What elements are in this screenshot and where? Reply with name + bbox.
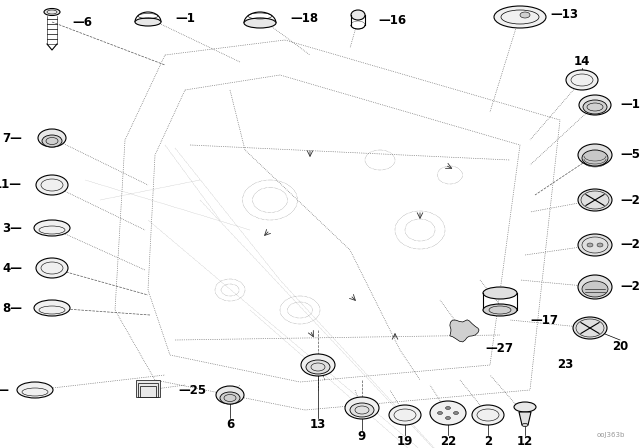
Text: 22: 22 (440, 435, 456, 448)
Text: 12: 12 (517, 435, 533, 448)
Ellipse shape (582, 150, 608, 166)
Text: —15: —15 (620, 99, 640, 112)
Ellipse shape (301, 354, 335, 376)
Ellipse shape (483, 304, 517, 316)
Ellipse shape (306, 360, 330, 374)
Text: —24: —24 (620, 280, 640, 293)
Ellipse shape (350, 403, 374, 417)
Text: 23: 23 (557, 358, 573, 371)
Text: —6: —6 (72, 16, 92, 29)
Ellipse shape (36, 175, 68, 195)
Text: 11—: 11— (0, 178, 22, 191)
Ellipse shape (220, 392, 240, 404)
Ellipse shape (494, 6, 546, 28)
Text: 19: 19 (397, 435, 413, 448)
Ellipse shape (351, 10, 365, 20)
Bar (140, 386, 156, 397)
Ellipse shape (36, 258, 68, 278)
Ellipse shape (582, 281, 608, 297)
Text: 6: 6 (226, 418, 234, 431)
Ellipse shape (514, 402, 536, 412)
Ellipse shape (587, 243, 593, 247)
Text: —1: —1 (175, 12, 195, 25)
Ellipse shape (597, 243, 603, 247)
Ellipse shape (579, 95, 611, 115)
Ellipse shape (483, 287, 517, 299)
Ellipse shape (430, 401, 466, 425)
Text: —5: —5 (620, 148, 640, 161)
Polygon shape (450, 320, 479, 342)
Ellipse shape (17, 382, 53, 398)
Text: ooJ363b: ooJ363b (597, 432, 625, 438)
Ellipse shape (244, 18, 276, 28)
Ellipse shape (389, 405, 421, 425)
Ellipse shape (216, 386, 244, 404)
Ellipse shape (44, 9, 60, 16)
Bar (138, 383, 158, 397)
Text: 9: 9 (358, 430, 366, 443)
Ellipse shape (578, 234, 612, 256)
Text: —18: —18 (290, 12, 318, 25)
Ellipse shape (578, 144, 612, 166)
Text: 14: 14 (574, 55, 590, 68)
Ellipse shape (42, 135, 62, 147)
Ellipse shape (34, 220, 70, 236)
Text: —25: —25 (178, 383, 206, 396)
Ellipse shape (583, 100, 607, 114)
Ellipse shape (578, 275, 612, 299)
Ellipse shape (345, 397, 379, 419)
Text: 13: 13 (310, 418, 326, 431)
Ellipse shape (520, 12, 530, 18)
Text: —21: —21 (620, 238, 640, 251)
Ellipse shape (38, 129, 66, 147)
Bar (136, 380, 160, 397)
Ellipse shape (351, 21, 365, 29)
Text: 20: 20 (612, 340, 628, 353)
Text: —13: —13 (550, 9, 578, 22)
Ellipse shape (454, 412, 458, 414)
Text: 8—: 8— (2, 302, 22, 314)
Text: —26: —26 (620, 194, 640, 207)
Ellipse shape (472, 405, 504, 425)
Ellipse shape (135, 18, 161, 26)
Ellipse shape (34, 300, 70, 316)
Text: —16: —16 (378, 13, 406, 26)
Ellipse shape (566, 70, 598, 90)
Text: 7—: 7— (2, 132, 22, 145)
Ellipse shape (445, 417, 451, 419)
Text: —27: —27 (485, 341, 513, 354)
Text: —17: —17 (530, 314, 558, 327)
Ellipse shape (445, 406, 451, 409)
Text: 2: 2 (484, 435, 492, 448)
Text: 3—: 3— (2, 221, 22, 234)
Ellipse shape (438, 412, 442, 414)
Ellipse shape (578, 189, 612, 211)
Text: 4—: 4— (2, 262, 22, 275)
Ellipse shape (573, 317, 607, 339)
Text: 10—: 10— (0, 383, 10, 396)
Ellipse shape (522, 423, 528, 426)
Polygon shape (519, 412, 531, 425)
